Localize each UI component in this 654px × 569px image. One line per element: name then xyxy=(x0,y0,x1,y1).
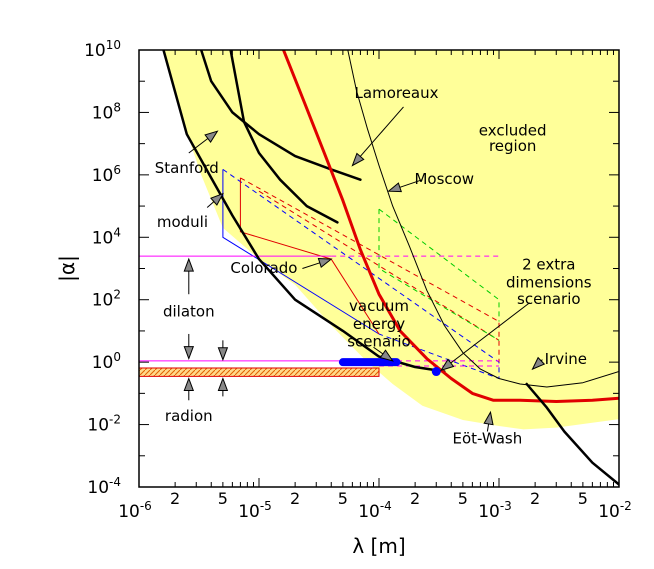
arrow-shaft-5 xyxy=(450,302,530,364)
annotation-label-5: moduli xyxy=(157,213,208,231)
y-tick-label-7: 10-4 xyxy=(87,475,121,498)
y-tick-label-3: 104 xyxy=(92,225,121,248)
arrow-head-2 xyxy=(204,130,219,143)
annotation-label-3: Moscow xyxy=(414,170,474,188)
y-tick-exponent-7: -4 xyxy=(109,475,121,489)
x-tick-exponent-3: -3 xyxy=(500,499,512,513)
arrow-head-13 xyxy=(483,410,494,426)
y-tick-exponent-5: 0 xyxy=(113,350,121,364)
limit-curve-4 xyxy=(347,50,619,388)
arrow-shaft-1 xyxy=(399,179,423,188)
x-tick-label-0: 10-6 xyxy=(118,499,152,522)
limit-curve-2 xyxy=(229,50,339,224)
y-tick-label-5: 100 xyxy=(92,350,121,373)
annotation-label-15: Irvine xyxy=(545,350,587,368)
arrow-shaft-2 xyxy=(188,138,209,154)
x-minor-label-2: 2 xyxy=(290,489,300,508)
x-minor-label-5: 5 xyxy=(458,489,468,508)
region-line-1 xyxy=(222,168,500,380)
annotation-label-14: radion xyxy=(165,407,213,425)
limit-curve-5 xyxy=(525,382,619,486)
arrow-head-8 xyxy=(183,346,195,361)
x-axis-label: λ [m] xyxy=(352,534,405,558)
arrow-head-11 xyxy=(217,377,229,391)
extra-dimensions-point xyxy=(431,367,441,377)
y-tick-label-2: 106 xyxy=(92,163,121,186)
radion-band xyxy=(139,367,380,377)
annotation-label-7: 2 extra xyxy=(522,255,575,273)
region-line-0 xyxy=(222,169,380,335)
plot-area xyxy=(139,50,619,486)
annotation-label-11: energy xyxy=(353,315,405,333)
arrow-shaft-6 xyxy=(373,346,384,355)
arrow-head-3 xyxy=(210,192,224,206)
annotation-label-9: scenario xyxy=(517,290,581,308)
region-line-2 xyxy=(239,177,380,335)
x-tick-exponent-2: -4 xyxy=(380,499,392,513)
y-tick-exponent-6: -2 xyxy=(109,413,121,427)
x-tick-exponent-1: -5 xyxy=(260,499,272,513)
arrow-shaft-3 xyxy=(206,201,215,208)
arrow-head-12 xyxy=(531,356,546,371)
x-tick-label-2: 10-4 xyxy=(358,499,392,522)
annotation-label-0: excluded xyxy=(479,122,547,140)
limit-curve-3 xyxy=(282,50,619,403)
y-tick-exponent-0: 10 xyxy=(106,38,121,52)
y-tick-label-1: 108 xyxy=(92,100,121,123)
x-minor-label-7: 5 xyxy=(578,489,588,508)
y-axis-label: |α| xyxy=(55,255,79,282)
x-tick-label-1: 10-5 xyxy=(238,499,272,522)
arrow-head-6 xyxy=(379,349,394,362)
annotation-label-4: Stanford xyxy=(155,159,219,177)
arrow-head-1 xyxy=(387,182,403,193)
arrow-shaft-4 xyxy=(302,262,320,269)
arrow-head-9 xyxy=(217,347,229,362)
x-minor-label-1: 5 xyxy=(218,489,228,508)
annotation-label-16: Eöt-Wash xyxy=(453,429,523,447)
x-minor-label-4: 2 xyxy=(410,489,420,508)
arrow-head-0 xyxy=(351,152,365,167)
y-tick-label-0: 1010 xyxy=(84,38,121,61)
region-line-5 xyxy=(378,209,500,341)
y-tick-exponent-2: 6 xyxy=(113,163,121,177)
arrow-head-7 xyxy=(183,257,195,272)
x-tick-label-4: 10-2 xyxy=(598,499,632,522)
annotation-label-6: Colorado xyxy=(230,259,297,277)
y-tick-exponent-1: 8 xyxy=(113,100,121,114)
x-tick-exponent-4: -2 xyxy=(620,499,632,513)
arrow-head-4 xyxy=(317,257,333,268)
x-minor-label-0: 2 xyxy=(170,489,180,508)
x-tick-label-3: 10-3 xyxy=(478,499,512,522)
x-minor-label-6: 2 xyxy=(530,489,540,508)
annotation-label-8: dimensions xyxy=(506,274,592,292)
y-tick-exponent-3: 4 xyxy=(113,225,121,239)
y-tick-exponent-4: 2 xyxy=(113,288,121,302)
x-tick-exponent-0: -6 xyxy=(140,499,152,513)
annotation-label-2: Lamoreaux xyxy=(355,84,439,102)
arrow-head-10 xyxy=(183,377,195,391)
arrow-shaft-13 xyxy=(486,423,490,432)
arrow-head-5 xyxy=(440,358,455,372)
annotation-label-1: region xyxy=(489,137,536,155)
region-line-4 xyxy=(258,190,500,341)
x-minor-label-3: 5 xyxy=(338,489,348,508)
arrow-shaft-0 xyxy=(359,106,404,157)
y-tick-label-6: 10-2 xyxy=(87,413,121,436)
annotation-label-13: dilaton xyxy=(163,303,215,321)
region-line-6 xyxy=(378,208,500,322)
y-tick-label-4: 102 xyxy=(92,288,121,311)
annotation-label-10: vacuum xyxy=(349,297,409,315)
annotation-label-12: scenario xyxy=(347,332,411,350)
